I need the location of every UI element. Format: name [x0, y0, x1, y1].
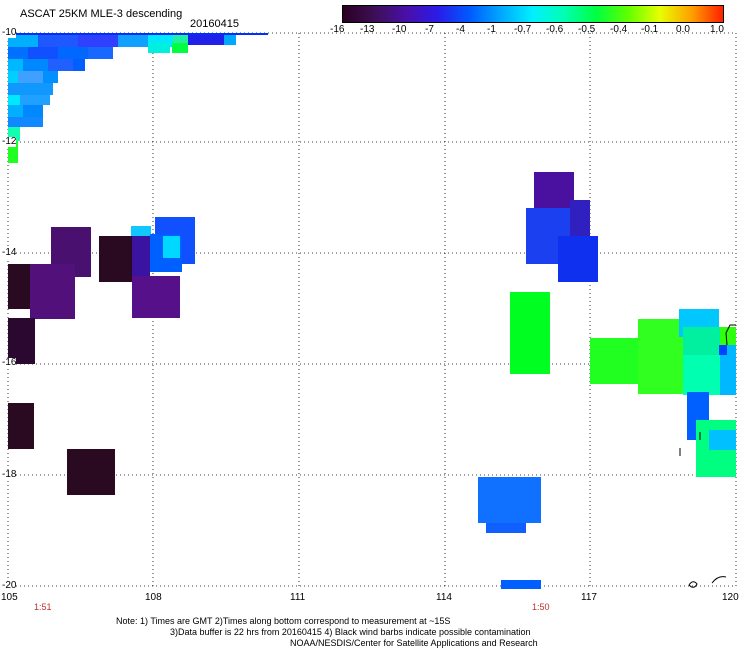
- color-scale-label: -16: [330, 24, 345, 35]
- lat-label: -12: [2, 136, 17, 147]
- footnote-line: NOAA/NESDIS/Center for Satellite Applica…: [290, 638, 538, 648]
- lat-label: -10: [2, 27, 17, 38]
- color-scale-labels: -16 -13 -10 -7 -4 -1 -0.7 -0.6 -0.5 -0.4…: [330, 24, 737, 38]
- color-scale-label: 1.0: [710, 24, 724, 35]
- coastline: [679, 324, 736, 588]
- lat-label: -16: [2, 357, 17, 368]
- lat-label: -14: [2, 247, 17, 258]
- color-scale-label: -0.1: [641, 24, 659, 35]
- color-scale-label: -0.6: [546, 24, 564, 35]
- color-scale-label: -1: [487, 24, 496, 35]
- color-scale-label: -10: [392, 24, 407, 35]
- color-scale-label: -0.7: [514, 24, 532, 35]
- color-scale-label: -0.5: [578, 24, 596, 35]
- lon-label: 120: [722, 592, 739, 603]
- map-date: 20160415: [190, 18, 239, 30]
- color-scale-label: -4: [456, 24, 465, 35]
- color-scale-label: -7: [425, 24, 434, 35]
- time-label: 1:51: [34, 602, 52, 612]
- footnote-line: Note: 1) Times are GMT 2)Times along bot…: [116, 616, 451, 626]
- lat-label: -20: [2, 580, 17, 591]
- color-scale-bar: [342, 5, 724, 23]
- lon-label: 111: [290, 592, 306, 603]
- color-scale-label: -13: [360, 24, 375, 35]
- color-scale-label: 0.0: [676, 24, 690, 35]
- lon-label: 114: [436, 592, 452, 603]
- footnote-line: 3)Data buffer is 22 hrs from 20160415 4)…: [170, 627, 531, 637]
- lon-label: 105: [1, 592, 18, 603]
- time-label: 1:50: [532, 602, 550, 612]
- scatterometer-cells: [8, 33, 736, 589]
- color-scale-label: -0.4: [610, 24, 628, 35]
- map-title: ASCAT 25KM MLE-3 descending: [20, 8, 183, 20]
- swath-map: [7, 32, 737, 589]
- lon-label: 117: [581, 592, 597, 603]
- lat-label: -18: [2, 469, 17, 480]
- grid-lines: [7, 32, 737, 587]
- lon-label: 108: [145, 592, 162, 603]
